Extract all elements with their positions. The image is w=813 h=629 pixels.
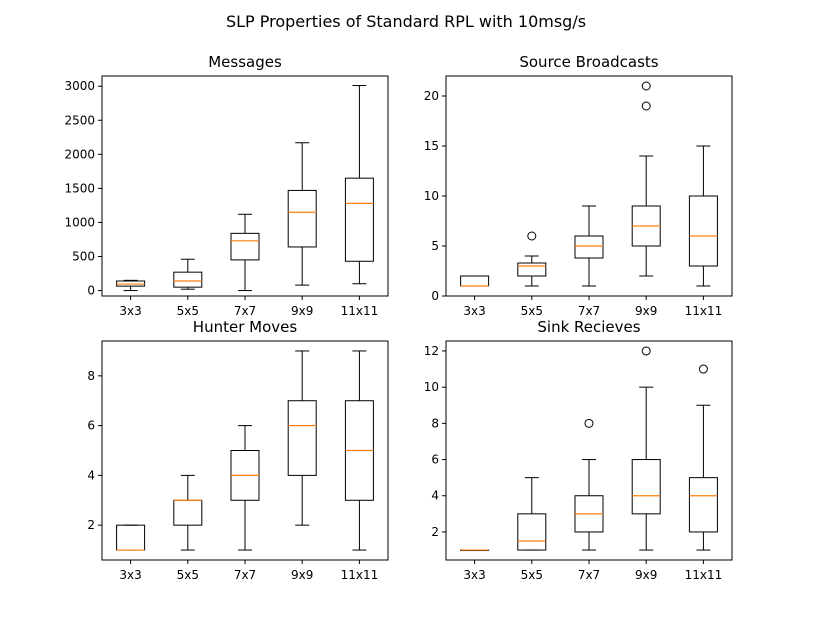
box-plot-5x5 xyxy=(173,258,203,290)
panel-messages: Messages 0 500 1000 1500 2000 2500 3000 3x3 5x5 7x… xyxy=(64,53,389,318)
x-tick-label: 9x9 xyxy=(291,568,313,582)
iqr-box xyxy=(230,232,260,261)
box-plot-5x5 xyxy=(517,477,547,551)
box-plot-3x3 xyxy=(116,279,146,292)
outlier-point xyxy=(584,418,594,428)
x-tick-label: 9x9 xyxy=(291,304,313,318)
axes-title: Source Broadcasts xyxy=(519,53,658,71)
y-tick-label: 4 xyxy=(87,468,95,482)
x-tick-label: 11x11 xyxy=(341,304,379,318)
x-tick-label: 3x3 xyxy=(119,304,141,318)
x-tick-label: 7x7 xyxy=(578,568,600,582)
x-tick-label: 5x5 xyxy=(521,568,543,582)
y-tick-label: 10 xyxy=(424,380,439,394)
x-tick-label: 5x5 xyxy=(177,568,199,582)
subplots: Messages 0 500 1000 1500 2000 2500 3000 3x3 5x5 7x… xyxy=(64,53,733,582)
iqr-box xyxy=(517,262,547,277)
x-tick-label: 7x7 xyxy=(234,304,256,318)
x-tick-label: 7x7 xyxy=(234,568,256,582)
outlier-point xyxy=(698,364,708,374)
x-tick-label: 9x9 xyxy=(635,568,657,582)
box-plot-11x11 xyxy=(688,145,718,287)
axes-frame xyxy=(445,75,733,297)
y-tick-label: 6 xyxy=(87,419,95,433)
outlier-point xyxy=(527,231,537,241)
y-tick-label: 5 xyxy=(431,239,439,253)
figure-title: SLP Properties of Standard RPL with 10ms… xyxy=(226,12,586,31)
outlier-point xyxy=(641,81,651,91)
box-plot-5x5 xyxy=(173,474,203,551)
axes-frame xyxy=(445,340,733,561)
y-tick-label: 3000 xyxy=(64,79,95,93)
x-tick-label: 5x5 xyxy=(521,304,543,318)
box-plot-3x3 xyxy=(460,549,490,552)
y-tick-label: 10 xyxy=(424,189,439,203)
panel-source-broadcasts: Source Broadcasts 0 5 10 15 20 3x3 5x5 7x7 9x9 11x… xyxy=(424,53,733,318)
box-plot-3x3 xyxy=(460,275,490,287)
x-tick-label: 11x11 xyxy=(341,568,379,582)
x-tick-label: 3x3 xyxy=(463,304,485,318)
box-plot-11x11 xyxy=(344,350,374,551)
iqr-box xyxy=(287,189,317,248)
iqr-box xyxy=(173,499,203,526)
iqr-box xyxy=(287,400,317,476)
box-plot-9x9 xyxy=(631,81,661,277)
y-tick-label: 2 xyxy=(431,525,439,539)
box-plot-7x7 xyxy=(230,213,260,292)
box-plot-9x9 xyxy=(287,350,317,526)
box-plot-7x7 xyxy=(230,425,260,551)
axes-title: Messages xyxy=(208,53,282,71)
y-tick-label: 20 xyxy=(424,89,439,103)
y-tick-label: 6 xyxy=(431,453,439,467)
y-tick-label: 0 xyxy=(431,289,439,303)
box-plot-9x9 xyxy=(631,346,661,551)
axes-title: Hunter Moves xyxy=(193,318,298,336)
iqr-box xyxy=(631,459,661,515)
box-plot-5x5 xyxy=(517,231,547,287)
axes-title: Sink Recieves xyxy=(537,318,640,336)
iqr-box xyxy=(574,235,604,259)
x-tick-label: 3x3 xyxy=(463,568,485,582)
y-tick-label: 2 xyxy=(87,518,95,532)
y-tick-label: 15 xyxy=(424,139,439,153)
y-tick-label: 12 xyxy=(424,344,439,358)
iqr-box xyxy=(688,477,718,533)
x-tick-label: 3x3 xyxy=(119,568,141,582)
iqr-box xyxy=(116,524,146,551)
x-tick-label: 11x11 xyxy=(685,568,723,582)
y-tick-label: 4 xyxy=(431,489,439,503)
y-tick-label: 0 xyxy=(87,284,95,298)
y-tick-label: 2500 xyxy=(64,113,95,127)
box-plot-9x9 xyxy=(287,142,317,286)
x-tick-label: 7x7 xyxy=(578,304,600,318)
outlier-point xyxy=(641,346,651,356)
iqr-box xyxy=(460,275,490,287)
iqr-box xyxy=(344,177,374,262)
y-tick-label: 8 xyxy=(87,369,95,383)
iqr-box xyxy=(173,271,203,288)
box-plot-7x7 xyxy=(574,418,604,551)
box-plot-11x11 xyxy=(688,364,718,551)
y-tick-label: 8 xyxy=(431,416,439,430)
y-tick-label: 1500 xyxy=(64,181,95,195)
iqr-box xyxy=(517,513,547,551)
y-tick-label: 2000 xyxy=(64,147,95,161)
axes-frame xyxy=(101,75,389,297)
y-tick-label: 1000 xyxy=(64,215,95,229)
box-plot-3x3 xyxy=(116,524,146,551)
outlier-point xyxy=(641,101,651,111)
x-tick-label: 9x9 xyxy=(635,304,657,318)
panel-hunter-moves: Hunter Moves 2 4 6 8 3x3 5x5 7x7 9x9 11x11 xyxy=(87,318,389,582)
x-tick-label: 11x11 xyxy=(685,304,723,318)
box-plot-11x11 xyxy=(344,85,374,285)
x-tick-label: 5x5 xyxy=(177,304,199,318)
y-tick-label: 500 xyxy=(72,249,95,263)
box-plot-7x7 xyxy=(574,205,604,287)
iqr-box xyxy=(688,195,718,267)
panel-sink-recieves: Sink Recieves 2 4 6 8 10 12 3x3 5x5 7x7 9x9 11x11 xyxy=(424,318,733,582)
axes-frame xyxy=(101,340,389,561)
